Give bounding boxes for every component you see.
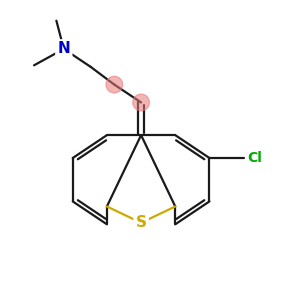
Circle shape [133, 94, 149, 111]
Text: N: N [57, 41, 70, 56]
Circle shape [106, 76, 123, 93]
Text: S: S [136, 215, 147, 230]
Text: Cl: Cl [247, 151, 262, 165]
